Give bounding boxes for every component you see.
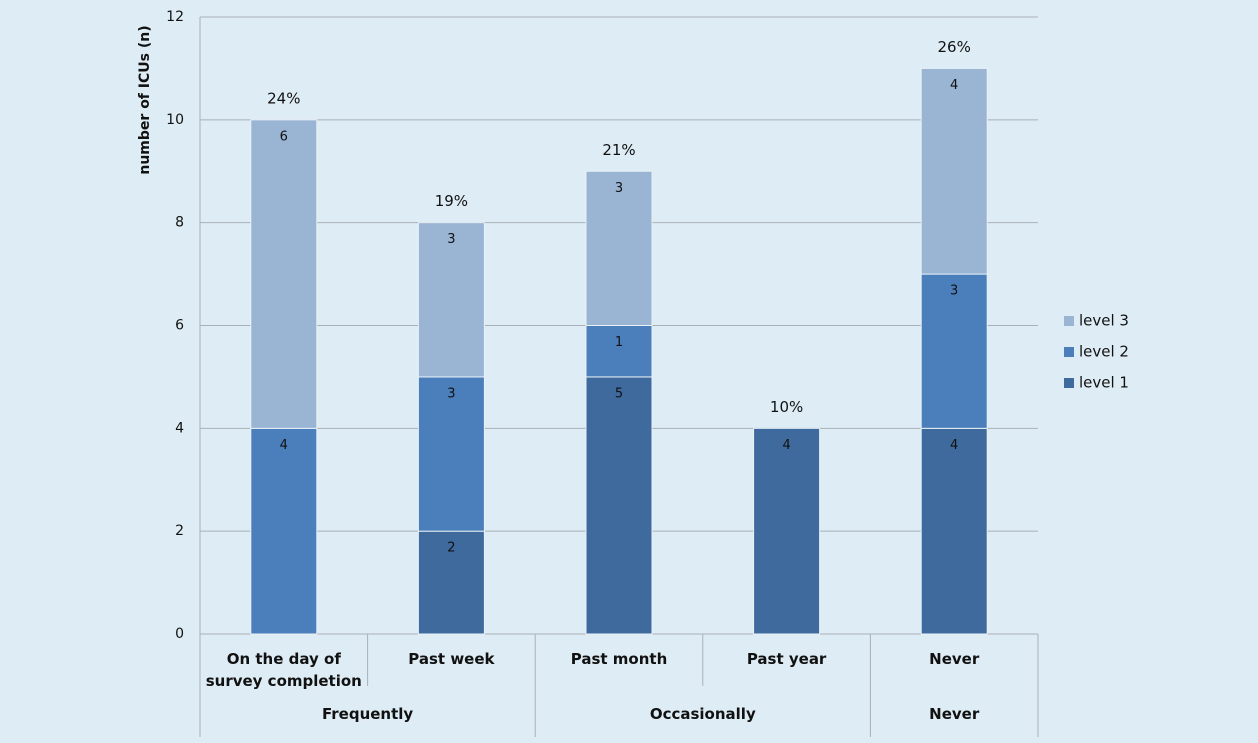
- bar-segment: [417, 376, 485, 532]
- x-tick-label: Past year: [746, 650, 827, 668]
- segment-label: 1: [615, 335, 623, 350]
- legend-swatch: [1064, 316, 1074, 326]
- segment-label: 4: [782, 438, 790, 453]
- segment-label: 3: [447, 232, 455, 247]
- y-tick-label: 8: [175, 215, 184, 231]
- segment-label: 5: [615, 386, 623, 401]
- bar-segment: [250, 119, 318, 429]
- total-label: 10%: [770, 398, 803, 416]
- x-tick-label: Never: [929, 650, 980, 668]
- group-label: Frequently: [321, 705, 414, 723]
- total-label: 24%: [267, 89, 300, 107]
- y-axis-label: number of ICUs (n): [137, 25, 153, 174]
- group-label: Never: [929, 705, 980, 723]
- bar-segment: [920, 67, 988, 275]
- bar-segment: [417, 222, 485, 378]
- segment-label: 4: [950, 78, 958, 93]
- bar-segment: [585, 376, 653, 635]
- y-tick-label: 0: [175, 626, 184, 642]
- bar-segment: [250, 427, 318, 635]
- total-label: 19%: [435, 192, 468, 210]
- bar-segment: [585, 325, 653, 378]
- bar-segment: [585, 170, 653, 326]
- x-tick-label: On the day of survey completion: [205, 650, 362, 690]
- legend-label: level 2: [1079, 343, 1129, 361]
- y-tick-label: 2: [175, 523, 184, 539]
- y-tick-label: 4: [175, 420, 184, 436]
- group-label: Occasionally: [649, 705, 756, 723]
- bar-segment: [417, 530, 485, 635]
- total-label: 26%: [938, 38, 971, 56]
- legend-label: level 3: [1079, 312, 1129, 330]
- bar-segment: [753, 427, 821, 635]
- x-tick-label: Past week: [408, 650, 495, 668]
- bar-segment: [920, 273, 988, 429]
- segment-label: 6: [280, 129, 288, 144]
- legend-swatch: [1064, 347, 1074, 357]
- legend-label: level 1: [1079, 374, 1129, 392]
- legend-swatch: [1064, 378, 1074, 388]
- segment-label: 2: [447, 541, 455, 556]
- segment-label: 3: [615, 181, 623, 196]
- segment-label: 3: [447, 386, 455, 401]
- segment-label: 4: [280, 438, 288, 453]
- segment-label: 3: [950, 284, 958, 299]
- segment-label: 4: [950, 438, 958, 453]
- y-tick-label: 6: [175, 318, 184, 334]
- total-label: 21%: [602, 141, 635, 159]
- y-tick-label: 10: [166, 112, 184, 128]
- y-tick-label: 12: [166, 9, 184, 25]
- bar-segment: [920, 427, 988, 635]
- x-tick-label: Past month: [570, 650, 668, 668]
